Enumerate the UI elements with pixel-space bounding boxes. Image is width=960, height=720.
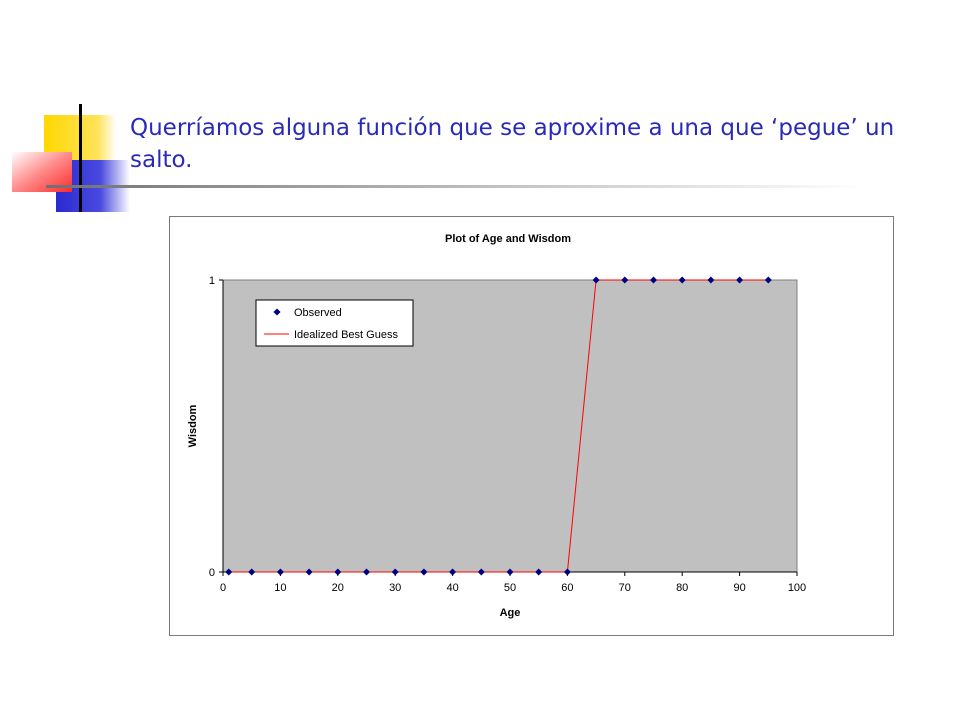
- observed-point: [276, 568, 284, 576]
- best-guess-line: [228, 279, 769, 573]
- slide-title: Querríamos alguna función que se aproxim…: [130, 115, 895, 173]
- legend-observed-label: Observed: [294, 307, 342, 319]
- observed-point: [305, 568, 313, 576]
- observed-point: [621, 276, 629, 284]
- y-tick-label: 0: [209, 567, 215, 579]
- x-tick-label: 90: [733, 582, 745, 594]
- observed-point: [650, 276, 657, 284]
- observed-point: [563, 568, 571, 576]
- x-tick-label: 10: [274, 582, 286, 594]
- observed-point: [535, 568, 543, 576]
- observed-point: [248, 568, 256, 576]
- x-tick-label: 50: [504, 582, 516, 594]
- x-tick-label: 20: [332, 582, 344, 594]
- tick-labels: 0 10 20 30 40 50 60 70 80 90 100 0 1: [209, 275, 806, 594]
- x-tick-label: 70: [619, 582, 631, 594]
- legend-best-guess-label: Idealized Best Guess: [294, 329, 398, 341]
- observed-point: [477, 568, 485, 576]
- x-tick-label: 30: [389, 582, 401, 594]
- observed-point: [334, 568, 342, 576]
- observed-point: [363, 568, 370, 576]
- legend-box: [255, 299, 414, 347]
- x-tick-label: 60: [561, 582, 573, 594]
- x-tick-label: 0: [220, 582, 226, 594]
- x-tick-label: 100: [788, 582, 806, 594]
- observed-point: [225, 568, 233, 576]
- legend: Observed Idealized Best Guess: [255, 299, 414, 347]
- observed-point: [420, 568, 428, 576]
- x-axis-title: Age: [500, 607, 521, 619]
- observed-point: [736, 276, 744, 284]
- chart-frame: Plot of Age and Wisdom 0 10 20 30 40 50 60 70 80…: [169, 216, 894, 636]
- observed-point: [391, 568, 399, 576]
- age-wisdom-chart: Plot of Age and Wisdom 0 10 20 30 40 50 60 70 80…: [187, 233, 806, 619]
- observed-point: [678, 276, 686, 284]
- observed-layer: [225, 276, 772, 576]
- slide-decoration: [12, 104, 866, 212]
- chart-title: Plot of Age and Wisdom: [445, 233, 571, 245]
- observed-point: [506, 568, 514, 576]
- legend-observed-marker: [273, 308, 281, 316]
- y-axis-title: Wisdom: [187, 404, 199, 447]
- best-guess-layer: [228, 279, 769, 573]
- observed-point: [592, 276, 600, 284]
- observed-point: [449, 568, 457, 576]
- deco-horizontal-line: [46, 185, 866, 188]
- deco-vertical-line: [79, 104, 82, 212]
- x-tick-label: 40: [446, 582, 458, 594]
- observed-point: [764, 276, 772, 284]
- x-tick-label: 80: [676, 582, 688, 594]
- observed-point: [707, 276, 715, 284]
- y-tick-label: 1: [209, 275, 215, 287]
